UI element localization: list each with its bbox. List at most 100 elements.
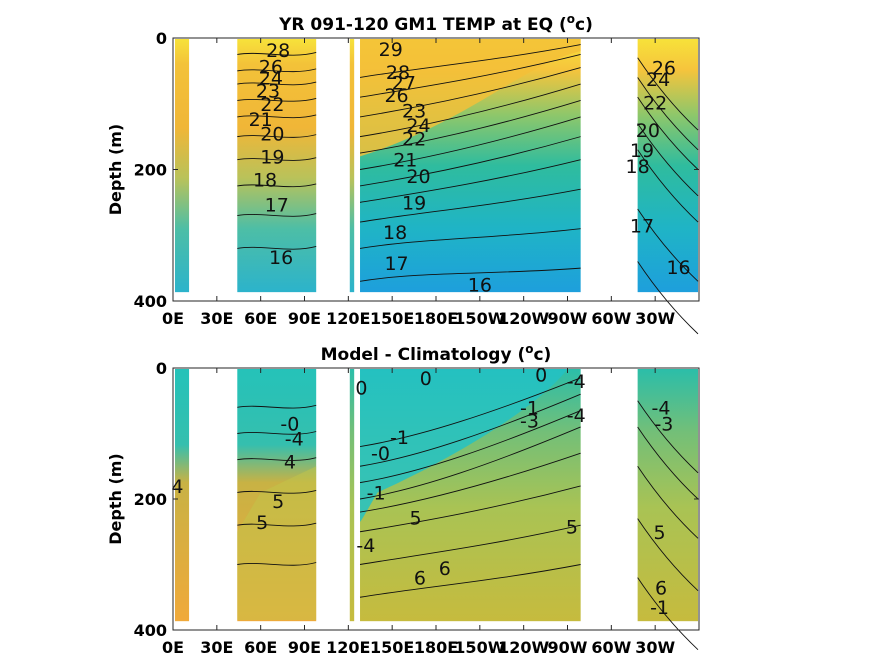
contour-label: -1	[367, 482, 386, 504]
contour-label: 18	[253, 169, 277, 191]
contour-label: 20	[636, 120, 660, 142]
x-tick-label: 30E	[200, 638, 233, 656]
contour-line	[359, 159, 581, 203]
contour-line	[359, 564, 581, 598]
contour-line	[359, 267, 581, 282]
contour-label: 22	[402, 129, 426, 151]
indian-anomaly-region	[237, 466, 317, 621]
y-tick-label: 200	[134, 161, 167, 180]
ocean-region-2	[237, 39, 317, 293]
x-tick-label: 30W	[635, 638, 675, 656]
contour-label: 17	[265, 194, 289, 216]
contour-line	[237, 81, 317, 86]
contour-label: 6	[414, 568, 426, 590]
chart-title: Model - Climatology (oc)	[321, 342, 552, 365]
contour-label: -1	[520, 397, 539, 419]
chart-title: YR 091-120 GM1 TEMP at EQ (oc)	[278, 12, 593, 35]
x-tick-label: 60E	[244, 638, 277, 656]
contour-line	[637, 577, 699, 650]
contour-line	[237, 522, 317, 527]
contour-line	[237, 52, 317, 56]
contour-label: 23	[402, 100, 426, 122]
contour-label: 20	[260, 123, 284, 145]
cold-anomaly-region	[360, 369, 568, 522]
contour-line	[237, 431, 317, 435]
contour-label: 24	[646, 69, 670, 91]
contour-label: 19	[402, 192, 426, 214]
y-axis-label: Depth (m)	[106, 453, 125, 545]
contour-label: 17	[384, 253, 408, 275]
contour-line	[237, 114, 317, 119]
contour-label: 16	[666, 257, 690, 279]
y-tick-label: 0	[156, 29, 167, 48]
x-tick-label: 0E	[162, 638, 184, 656]
x-tick-label: 60W	[591, 638, 631, 656]
x-tick-label: 150W	[454, 638, 505, 656]
contour-line	[637, 77, 699, 151]
x-tick-label: 120W	[498, 309, 549, 328]
x-tick-label: 30W	[635, 309, 675, 328]
x-tick-label: 60E	[244, 309, 277, 328]
contour-label: 19	[260, 146, 284, 168]
contour-label: -0	[280, 414, 299, 436]
contour-label: 22	[643, 92, 667, 114]
contour-label: 24	[406, 115, 430, 137]
contour-label: -4	[567, 371, 586, 393]
contour-label: 23	[256, 81, 280, 103]
ocean-region-3	[349, 39, 355, 293]
x-tick-label: 0E	[162, 309, 184, 328]
contour-line	[637, 400, 699, 474]
contour-line	[237, 562, 317, 566]
contour-label: 18	[626, 156, 650, 178]
contour-label: 6	[655, 577, 667, 599]
ocean-region-3	[349, 369, 355, 622]
contour-line	[359, 44, 581, 78]
contour-line	[237, 157, 317, 161]
x-tick-label: 90W	[548, 309, 588, 328]
contour-label: 4	[171, 476, 183, 498]
contour-label: 19	[630, 140, 654, 162]
contour-label: 22	[260, 94, 284, 116]
contour-label: 17	[630, 215, 654, 237]
contour-label: 5	[272, 491, 284, 513]
contour-line	[359, 410, 581, 484]
contour-label: -1	[390, 427, 409, 449]
contour-line	[637, 123, 699, 197]
contour-line	[359, 116, 581, 170]
contour-line	[637, 261, 699, 335]
x-tick-label: 150E	[370, 309, 414, 328]
warm-pool-region	[360, 39, 581, 157]
ocean-region-5	[637, 369, 698, 622]
contour-label: 5	[654, 522, 666, 544]
contour-label: 28	[386, 62, 410, 84]
contour-label: 5	[566, 517, 578, 539]
x-tick-label: 90E	[288, 309, 321, 328]
contour-label: -0	[371, 443, 390, 465]
x-tick-label: 30E	[200, 309, 233, 328]
contour-label: 27	[392, 73, 416, 95]
contour-line	[359, 83, 581, 138]
contour-line	[237, 98, 317, 102]
contour-label: 18	[383, 222, 407, 244]
x-tick-label: 60W	[591, 309, 631, 328]
contour-label: 16	[269, 247, 293, 269]
x-tick-label: 90E	[288, 638, 321, 656]
contour-label: 26	[259, 56, 283, 78]
contour-line	[637, 208, 699, 282]
contour-label: -1	[650, 597, 669, 619]
contour-line	[637, 149, 699, 223]
contour-label: -3	[654, 414, 673, 436]
x-tick-label: 90W	[548, 638, 588, 656]
contour-label: 21	[249, 109, 273, 131]
y-axis-label: Depth (m)	[106, 124, 125, 216]
x-tick-label: 120E	[326, 309, 370, 328]
contour-label: 0	[535, 365, 547, 387]
y-tick-label: 200	[134, 490, 167, 509]
contour-label: -4	[652, 397, 671, 419]
contour-line	[237, 213, 317, 217]
contour-label: 29	[379, 39, 403, 61]
contour-label: 6	[439, 558, 451, 580]
contour-line	[359, 188, 581, 223]
contour-line	[237, 183, 317, 188]
